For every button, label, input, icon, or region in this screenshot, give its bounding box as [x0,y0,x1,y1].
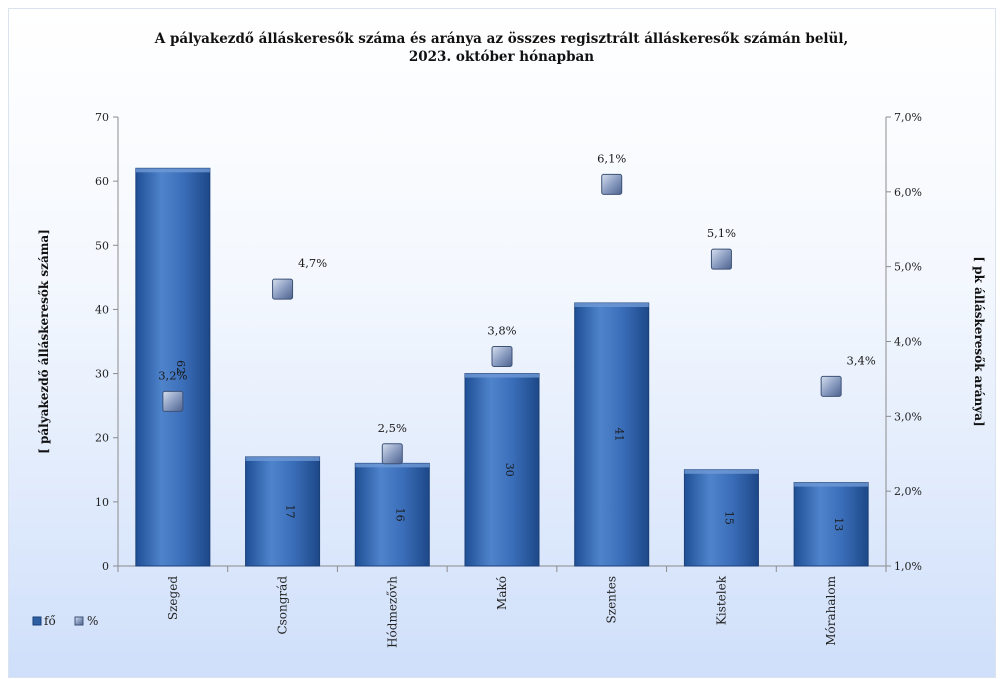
y-tick-label-left: 0 [102,560,109,573]
percent-marker [491,345,513,367]
percent-marker [381,443,403,465]
bar [683,469,759,567]
y-tick-label-right: 7,0% [894,111,922,124]
percent-label: 2,5% [378,421,407,435]
x-category-label: Szentes [605,576,619,623]
bar [135,167,211,567]
bar-top-highlight [135,168,210,173]
y-tick-label-left: 10 [95,496,109,509]
bar-top-highlight [355,463,430,468]
bar [464,373,540,567]
bar-value-label: 15 [722,511,735,525]
percent-label: 3,4% [847,353,876,367]
y-tick-label-left: 20 [95,432,109,445]
percent-label: 3,2% [158,368,187,382]
bar [245,456,321,567]
percent-marker [162,390,184,412]
x-category-label: Mórahalom [824,575,838,645]
bar-value-label: 16 [393,508,406,522]
percent-label: 3,8% [487,323,516,337]
percent-marker [601,173,623,195]
legend-swatch-bar [32,616,42,626]
bar-top-highlight [684,469,759,474]
bar-top-highlight [794,482,869,487]
y-tick-label-left: 30 [95,368,109,381]
y-tick-label-right: 6,0% [894,186,922,199]
y-tick-label-right: 4,0% [894,336,922,349]
bar-value-label: 41 [613,428,626,442]
bar [354,462,430,567]
percent-marker [710,248,732,270]
y-tick-label-right: 5,0% [894,261,922,274]
x-category-label: Kistelek [714,575,728,625]
percent-label: 5,1% [707,226,736,240]
x-category-label: Szeged [166,576,180,620]
bar-value-label: 62 [174,360,187,374]
x-category-label: Hódmezővh [385,576,399,648]
legend-swatch-marker [74,616,84,626]
x-category-label: Csongrád [276,576,290,635]
y-tick-label-left: 70 [95,111,109,124]
bar-top-highlight [245,456,320,461]
bar [574,302,650,567]
chart-title: A pályakezdő álláskeresők száma és arány… [0,30,1003,66]
legend-label-marker: % [87,614,98,628]
y-tick-label-left: 60 [95,175,109,188]
chart-title-line-2: 2023. október hónapban [408,49,595,65]
bar-value-label: 13 [832,517,845,531]
y-tick-label-left: 40 [95,303,109,316]
y-tick-label-left: 50 [95,239,109,252]
percent-marker [272,278,294,300]
y-axis-title-left: [ pályakezdő álláskeresők száma] [37,229,51,454]
y-axis-title-right: [ pk álláskeresők aránya] [972,256,986,426]
legend-label-bar: fő [44,614,56,628]
percent-label: 4,7% [298,256,327,270]
percent-label: 6,1% [597,151,626,165]
bar [793,482,869,567]
bar-top-highlight [574,303,649,308]
y-tick-label-right: 2,0% [894,485,922,498]
y-tick-label-right: 3,0% [894,410,922,423]
percent-marker [820,375,842,397]
chart-title-line-1: A pályakezdő álláskeresők száma és arány… [154,31,849,47]
x-category-label: Makó [495,576,509,610]
y-tick-label-right: 1,0% [894,560,922,573]
bar-value-label: 17 [284,504,297,518]
bar-value-label: 30 [503,463,516,477]
bar-top-highlight [465,373,539,378]
